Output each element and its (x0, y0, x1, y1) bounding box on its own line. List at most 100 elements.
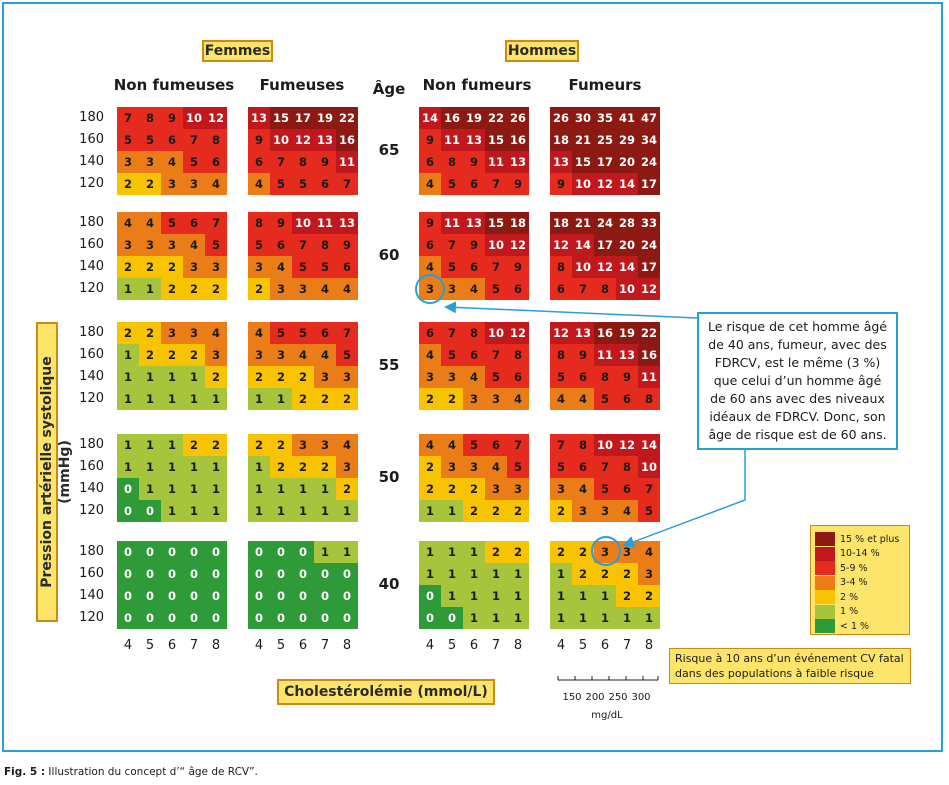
risk-cell-men-smokers-age65-sbp160-chol6: 25 (594, 129, 616, 151)
risk-cell-men-nonsmokers-age55-sbp140-chol6: 4 (463, 366, 485, 388)
risk-cell-women-smokers-age55-sbp120-chol8: 2 (336, 388, 358, 410)
risk-cell-men-nonsmokers-age50-sbp120-chol8: 2 (507, 500, 529, 522)
risk-cell-women-smokers-age65-sbp120-chol5: 5 (270, 173, 292, 195)
risk-cell-men-smokers-age65-sbp160-chol5: 21 (572, 129, 594, 151)
risk-cell-women-nonsmokers-age50-sbp160-chol6: 1 (161, 456, 183, 478)
risk-cell-women-nonsmokers-age65-sbp120-chol8: 4 (205, 173, 227, 195)
risk-cell-men-smokers-age40-sbp120-chol4: 1 (550, 607, 572, 629)
risk-cell-men-smokers-age40-sbp180-chol6: 3 (594, 541, 616, 563)
risk-cell-men-smokers-age50-sbp180-chol6: 10 (594, 434, 616, 456)
risk-cell-women-nonsmokers-age50-sbp160-chol5: 1 (139, 456, 161, 478)
risk-cell-men-nonsmokers-age55-sbp140-chol5: 3 (441, 366, 463, 388)
risk-cell-men-nonsmokers-age50-sbp140-chol6: 2 (463, 478, 485, 500)
legend-item: 5-9 % (815, 561, 868, 575)
risk-cell-women-smokers-age40-sbp120-chol8: 0 (336, 607, 358, 629)
risk-cell-men-smokers-age40-sbp120-chol8: 1 (638, 607, 660, 629)
risk-cell-women-nonsmokers-age50-sbp120-chol4: 0 (117, 500, 139, 522)
risk-cell-men-nonsmokers-age55-sbp140-chol7: 5 (485, 366, 507, 388)
risk-cell-women-nonsmokers-age40-sbp120-chol7: 0 (183, 607, 205, 629)
risk-cell-men-nonsmokers-age65-sbp160-chol4: 9 (419, 129, 441, 151)
risk-cell-women-smokers-age50-sbp180-chol7: 3 (314, 434, 336, 456)
risk-cell-men-nonsmokers-age40-sbp140-chol7: 1 (485, 585, 507, 607)
risk-cell-women-nonsmokers-age60-sbp140-chol7: 3 (183, 256, 205, 278)
risk-cell-women-smokers-age65-sbp120-chol8: 7 (336, 173, 358, 195)
legend-item: 10-14 % (815, 546, 880, 561)
risk-cell-women-smokers-age55-sbp180-chol4: 4 (248, 322, 270, 344)
chol-tick-7: 7 (491, 638, 501, 653)
risk-cell-women-smokers-age55-sbp140-chol7: 3 (314, 366, 336, 388)
risk-cell-men-smokers-age65-sbp180-chol8: 47 (638, 107, 660, 129)
risk-cell-men-smokers-age40-sbp180-chol5: 2 (572, 541, 594, 563)
risk-cell-women-nonsmokers-age40-sbp160-chol6: 0 (161, 563, 183, 585)
sbp-tick-140: 140 (79, 154, 104, 169)
risk-cell-women-nonsmokers-age40-sbp180-chol4: 0 (117, 541, 139, 563)
risk-cell-women-smokers-age55-sbp120-chol5: 1 (270, 388, 292, 410)
risk-cell-women-smokers-age50-sbp160-chol7: 2 (314, 456, 336, 478)
risk-cell-women-smokers-age55-sbp180-chol8: 7 (336, 322, 358, 344)
risk-cell-women-smokers-age55-sbp160-chol7: 4 (314, 344, 336, 366)
risk-cell-men-nonsmokers-age55-sbp120-chol5: 2 (441, 388, 463, 410)
risk-cell-women-smokers-age60-sbp120-chol6: 3 (292, 278, 314, 300)
risk-cell-men-nonsmokers-age60-sbp120-chol6: 4 (463, 278, 485, 300)
risk-cell-women-smokers-age50-sbp160-chol6: 2 (292, 456, 314, 478)
risk-cell-men-nonsmokers-age65-sbp140-chol6: 9 (463, 151, 485, 173)
risk-cell-women-nonsmokers-age50-sbp160-chol7: 1 (183, 456, 205, 478)
risk-cell-women-smokers-age60-sbp180-chol7: 11 (314, 212, 336, 234)
risk-cell-men-nonsmokers-age40-sbp140-chol6: 1 (463, 585, 485, 607)
risk-cell-men-nonsmokers-age50-sbp160-chol7: 4 (485, 456, 507, 478)
risk-cell-men-nonsmokers-age50-sbp160-chol4: 2 (419, 456, 441, 478)
risk-cell-women-smokers-age55-sbp140-chol5: 2 (270, 366, 292, 388)
risk-cell-women-nonsmokers-age55-sbp160-chol7: 2 (183, 344, 205, 366)
risk-cell-men-smokers-age55-sbp180-chol7: 19 (616, 322, 638, 344)
risk-cell-women-nonsmokers-age40-sbp180-chol6: 0 (161, 541, 183, 563)
risk-cell-men-nonsmokers-age50-sbp120-chol7: 2 (485, 500, 507, 522)
legend-label: 5-9 % (840, 562, 868, 574)
risk-cell-women-smokers-age40-sbp160-chol4: 0 (248, 563, 270, 585)
risk-cell-men-nonsmokers-age65-sbp120-chol4: 4 (419, 173, 441, 195)
risk-cell-men-smokers-age50-sbp140-chol5: 4 (572, 478, 594, 500)
risk-cell-women-smokers-age65-sbp180-chol6: 17 (292, 107, 314, 129)
risk-cell-women-nonsmokers-age55-sbp180-chol6: 3 (161, 322, 183, 344)
risk-cell-women-nonsmokers-age60-sbp140-chol5: 2 (139, 256, 161, 278)
chol-tick-4: 4 (556, 638, 566, 653)
risk-cell-men-nonsmokers-age60-sbp140-chol4: 4 (419, 256, 441, 278)
risk-cell-women-smokers-age65-sbp160-chol7: 13 (314, 129, 336, 151)
risk-cell-women-nonsmokers-age55-sbp140-chol8: 2 (205, 366, 227, 388)
risk-cell-women-smokers-age40-sbp180-chol8: 1 (336, 541, 358, 563)
risk-cell-men-nonsmokers-age50-sbp180-chol7: 6 (485, 434, 507, 456)
mgdl-scale: 150 200 250 300 mg/dL (557, 676, 659, 721)
callout-box: Le risque de cet homme âgé de 40 ans, fu… (697, 312, 898, 450)
risk-cell-women-smokers-age60-sbp120-chol8: 4 (336, 278, 358, 300)
risk-cell-women-smokers-age55-sbp180-chol5: 5 (270, 322, 292, 344)
chol-tick-4: 4 (425, 638, 435, 653)
risk-cell-women-nonsmokers-age40-sbp140-chol5: 0 (139, 585, 161, 607)
risk-cell-women-nonsmokers-age55-sbp180-chol8: 4 (205, 322, 227, 344)
risk-cell-men-smokers-age50-sbp120-chol5: 3 (572, 500, 594, 522)
legend-item: < 1 % (815, 619, 869, 633)
legend-swatch (815, 590, 835, 604)
legend-label: 10-14 % (840, 548, 880, 559)
sbp-tick-160: 160 (79, 132, 104, 147)
risk-cell-women-smokers-age40-sbp160-chol6: 0 (292, 563, 314, 585)
risk-cell-men-smokers-age60-sbp180-chol5: 21 (572, 212, 594, 234)
risk-cell-men-nonsmokers-age65-sbp120-chol6: 6 (463, 173, 485, 195)
legend-label: 2 % (840, 591, 859, 603)
risk-cell-men-nonsmokers-age50-sbp180-chol6: 5 (463, 434, 485, 456)
risk-cell-men-nonsmokers-age60-sbp120-chol5: 3 (441, 278, 463, 300)
figure-frame (2, 2, 943, 752)
risk-cell-women-nonsmokers-age40-sbp140-chol8: 0 (205, 585, 227, 607)
risk-cell-women-smokers-age50-sbp180-chol6: 3 (292, 434, 314, 456)
risk-cell-women-smokers-age50-sbp180-chol8: 4 (336, 434, 358, 456)
chol-tick-6: 6 (600, 638, 610, 653)
chol-tick-4: 4 (254, 638, 264, 653)
risk-cell-women-nonsmokers-age55-sbp140-chol4: 1 (117, 366, 139, 388)
risk-cell-men-smokers-age40-sbp160-chol4: 1 (550, 563, 572, 585)
risk-cell-women-smokers-age50-sbp140-chol6: 1 (292, 478, 314, 500)
risk-cell-women-smokers-age65-sbp180-chol5: 15 (270, 107, 292, 129)
risk-cell-women-nonsmokers-age65-sbp140-chol4: 3 (117, 151, 139, 173)
risk-cell-men-nonsmokers-age50-sbp160-chol8: 5 (507, 456, 529, 478)
risk-cell-men-smokers-age65-sbp160-chol4: 18 (550, 129, 572, 151)
risk-cell-men-nonsmokers-age40-sbp120-chol7: 1 (485, 607, 507, 629)
risk-cell-men-smokers-age50-sbp160-chol5: 6 (572, 456, 594, 478)
risk-cell-women-nonsmokers-age50-sbp180-chol6: 1 (161, 434, 183, 456)
